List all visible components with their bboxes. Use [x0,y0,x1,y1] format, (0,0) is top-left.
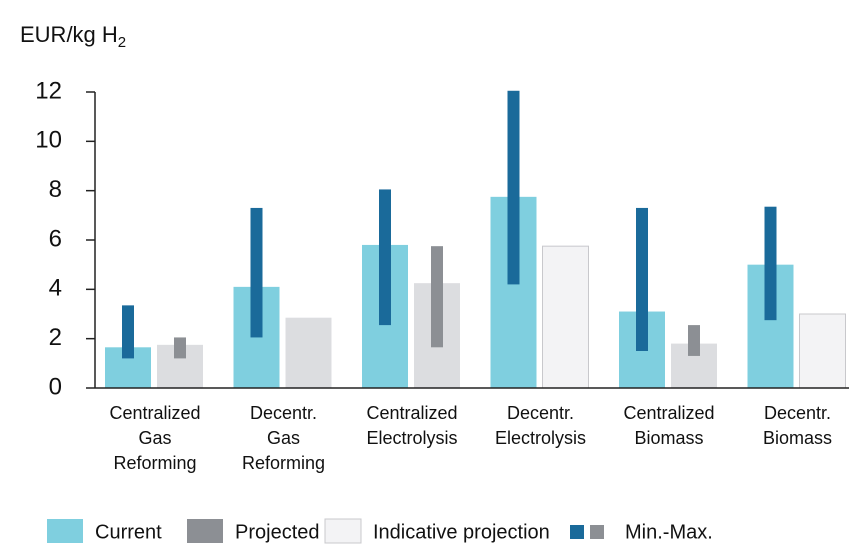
x-tick-label: Centralized [623,403,714,423]
y-tick-label: 2 [49,324,62,351]
x-tick-label: Reforming [242,453,325,473]
x-tick-label: Decentr. [507,403,574,423]
bar [799,313,846,389]
legend-label: Indicative projection [373,521,550,543]
legend-swatch [324,518,362,544]
legend-swatch [187,519,223,543]
x-tick-label: Centralized [109,403,200,423]
range-bar [688,325,700,356]
y-tick-label: 4 [49,275,62,302]
legend-label: Current [95,521,162,543]
x-tick-label: Electrolysis [495,428,586,448]
range-bar [764,206,777,321]
y-tick-label: 0 [49,373,62,400]
legend-swatch [590,525,604,539]
legend-label: Min.-Max. [625,521,713,543]
x-tick-label: Centralized [366,403,457,423]
range-bar [250,207,263,338]
x-tick-label: Biomass [634,428,703,448]
y-tick-label: 6 [49,225,62,252]
range-bar [174,337,186,359]
bar [542,245,589,389]
legend-swatch [570,525,584,539]
x-tick-label: Gas [267,428,300,448]
y-tick-label: 12 [35,77,62,104]
y-axis-label: EUR/kg H2 [20,22,126,51]
bar [285,317,332,388]
y-tick-label: 8 [49,176,62,203]
x-tick-label: Decentr. [764,403,831,423]
range-bar [507,90,520,285]
x-tick-label: Biomass [763,428,832,448]
legend-swatch [47,519,83,543]
x-tick-label: Electrolysis [366,428,457,448]
range-bar [431,246,443,348]
x-tick-label: Decentr. [250,403,317,423]
legend-label: Projected [235,521,320,543]
x-tick-label: Gas [138,428,171,448]
x-tick-label: Reforming [113,453,196,473]
range-bar [636,207,648,351]
y-tick-label: 10 [35,127,62,154]
range-bar [122,305,134,359]
range-bar [379,189,391,326]
